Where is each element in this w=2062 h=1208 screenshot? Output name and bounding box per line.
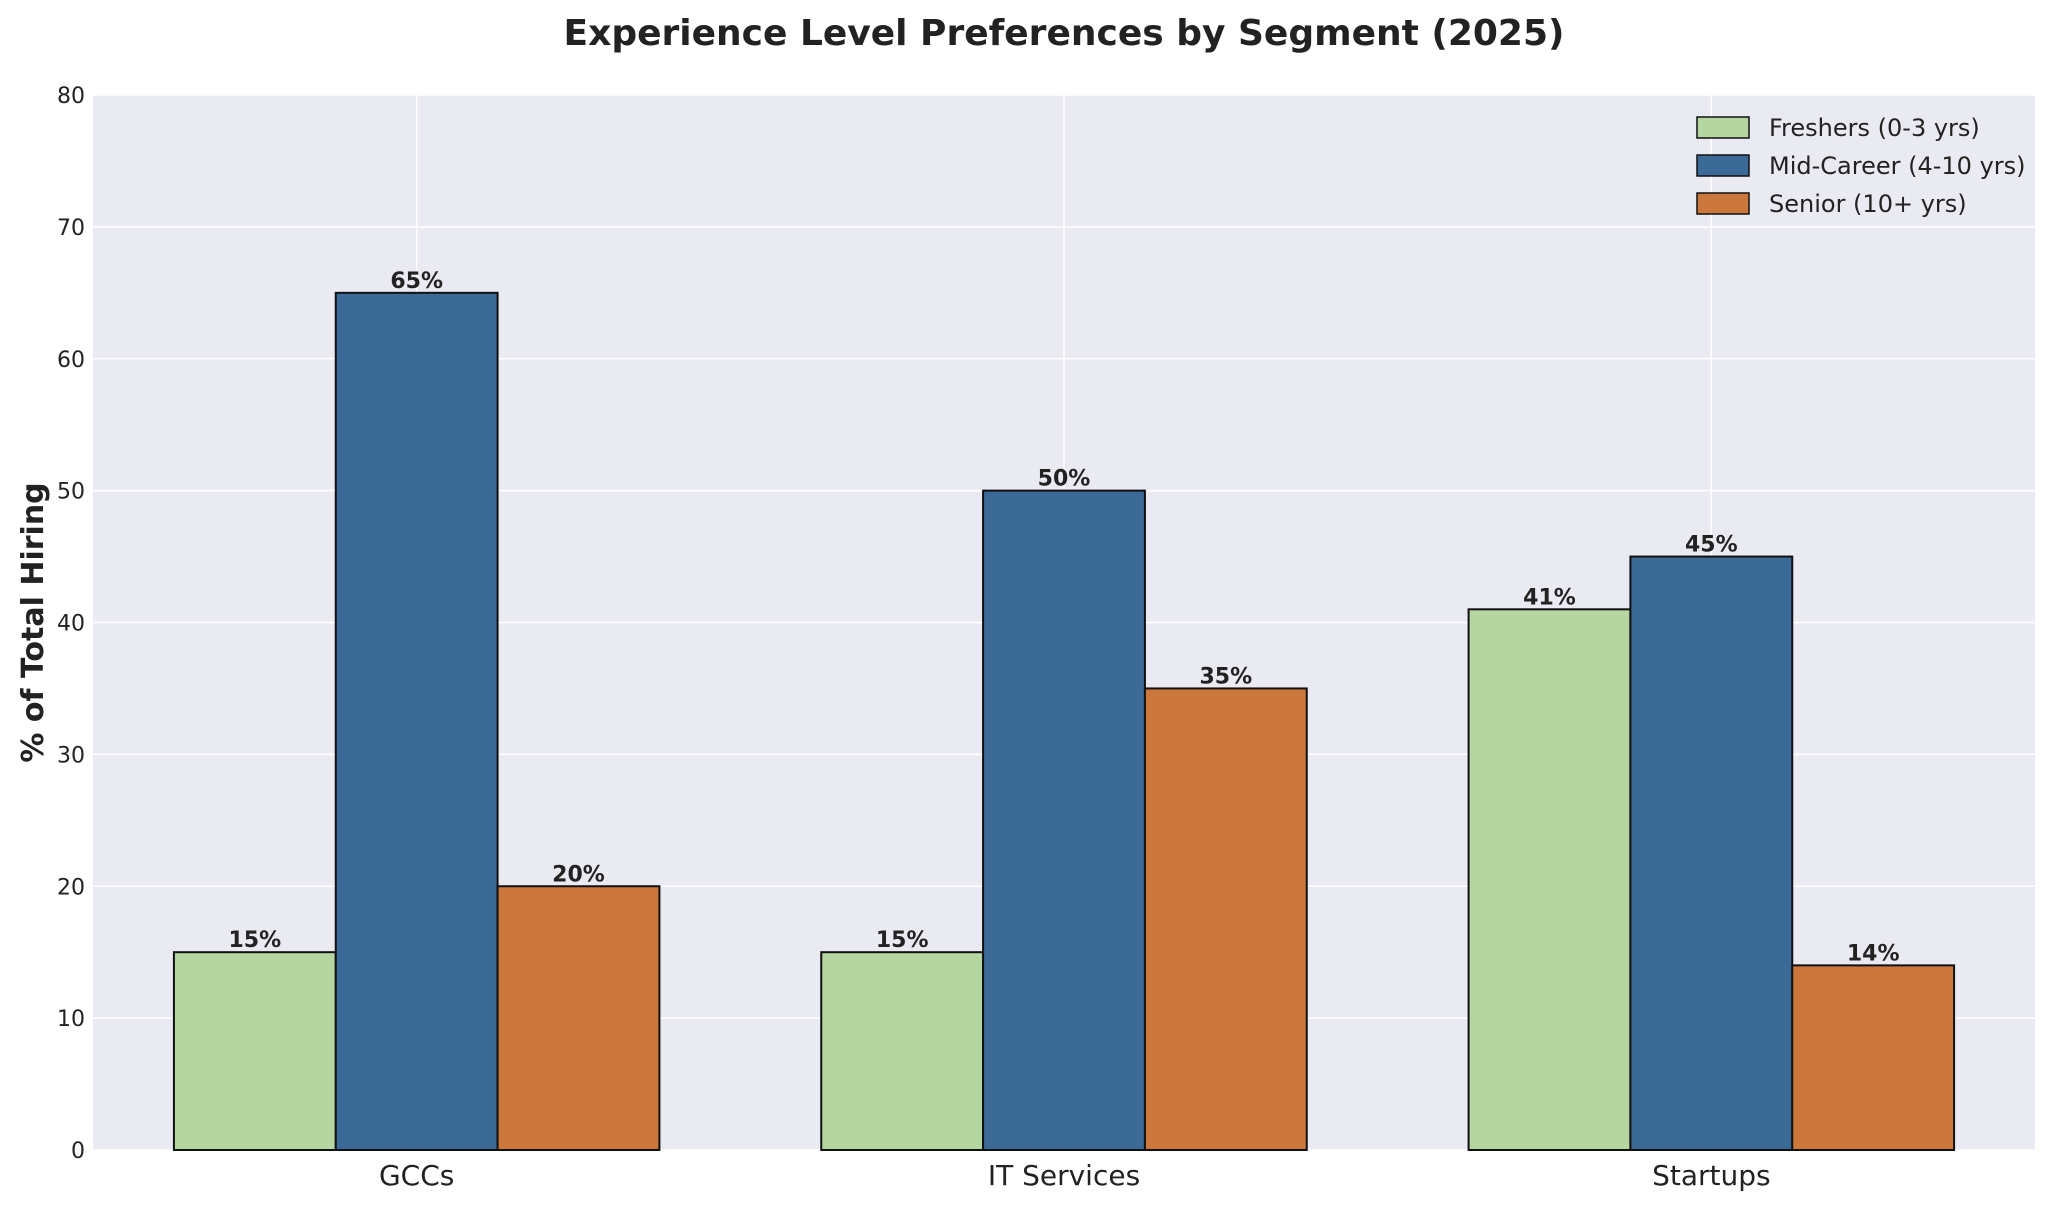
y-tick-label: 0 (71, 1139, 85, 1164)
chart-title: Experience Level Preferences by Segment … (564, 13, 1565, 54)
x-tick-label: GCCs (379, 1159, 454, 1192)
legend-swatch (1696, 154, 1750, 177)
bar-value-label: 15% (228, 928, 281, 953)
bar (820, 951, 985, 1151)
bar-value-label: 50% (1038, 467, 1091, 492)
bar-value-label: 20% (552, 862, 605, 887)
x-tick-label: Startups (1652, 1159, 1771, 1192)
x-axis-ticks: GCCs IT Services Startups (379, 1159, 1771, 1192)
bar (1629, 555, 1794, 1151)
bar (1467, 608, 1632, 1151)
bar-value-label: 45% (1685, 533, 1738, 558)
legend-label: Freshers (0-3 yrs) (1769, 114, 1980, 142)
legend: Freshers (0-3 yrs) Mid-Career (4-10 yrs) S… (1696, 114, 2026, 218)
y-tick-label: 20 (57, 875, 85, 900)
y-axis-ticks: 0 10 20 30 40 50 60 70 80 (57, 84, 85, 1164)
y-tick-label: 60 (57, 348, 85, 373)
y-tick-label: 10 (57, 1007, 85, 1032)
legend-label: Mid-Career (4-10 yrs) (1769, 152, 2026, 180)
legend-swatch (1696, 116, 1750, 139)
bar-value-label: 41% (1523, 585, 1576, 610)
bar-value-label: 15% (876, 928, 929, 953)
bar (172, 951, 337, 1151)
y-tick-label: 80 (57, 84, 85, 109)
x-tick-label: IT Services (988, 1159, 1140, 1192)
bar-value-label: 14% (1847, 941, 1900, 966)
bars-layer (172, 291, 1956, 1151)
bar-labels-layer: 15% 15% 41% 65% 50% 45% 20% 35% 14% (228, 269, 1899, 967)
y-tick-label: 50 (57, 480, 85, 505)
bar-value-label: 35% (1199, 664, 1252, 689)
bar (1791, 964, 1956, 1151)
bar (496, 885, 661, 1151)
bar-value-label: 65% (390, 269, 443, 294)
bar (1143, 687, 1308, 1151)
y-tick-label: 30 (57, 743, 85, 768)
y-tick-label: 70 (57, 216, 85, 241)
bar (334, 291, 499, 1151)
legend-swatch (1696, 192, 1750, 215)
legend-label: Senior (10+ yrs) (1769, 190, 1967, 218)
bar (982, 489, 1146, 1151)
y-tick-label: 40 (57, 612, 85, 637)
y-axis-label: % of Total Hiring (16, 482, 51, 762)
